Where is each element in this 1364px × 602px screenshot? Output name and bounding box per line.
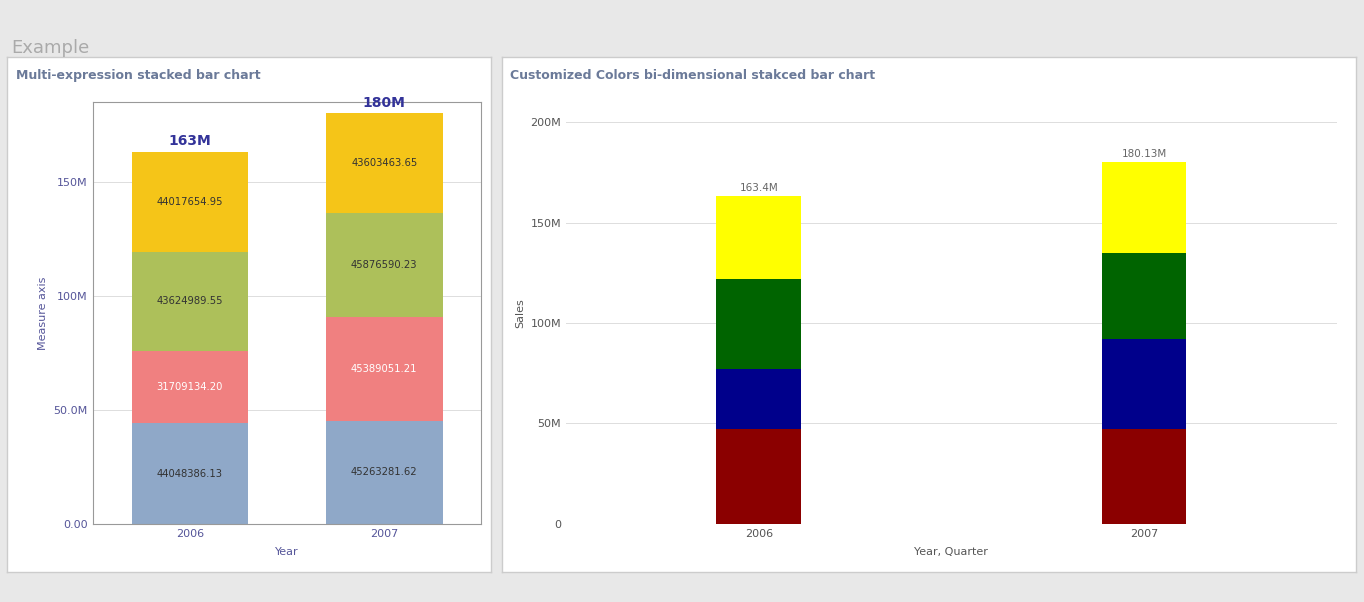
Bar	[1102, 253, 1187, 339]
Text: Customized Colors bi-dimensional stakced bar chart: Customized Colors bi-dimensional stakced…	[510, 69, 876, 82]
Text: 31709134.20: 31709134.20	[157, 382, 224, 393]
Bar	[132, 152, 248, 252]
Text: 43624989.55: 43624989.55	[157, 297, 224, 306]
Text: 180M: 180M	[363, 96, 405, 110]
Text: Multi-expression stacked bar chart: Multi-expression stacked bar chart	[16, 69, 261, 82]
Bar	[1102, 429, 1187, 524]
Bar	[716, 369, 801, 429]
Bar	[326, 317, 442, 421]
X-axis label: Year, Quarter: Year, Quarter	[914, 547, 989, 557]
Text: 163M: 163M	[169, 134, 211, 148]
Text: 163.4M: 163.4M	[739, 183, 777, 193]
Bar	[326, 213, 442, 317]
Bar	[132, 351, 248, 423]
Y-axis label: Measure axis: Measure axis	[38, 276, 48, 350]
Y-axis label: Sales: Sales	[514, 298, 525, 328]
Text: 44048386.13: 44048386.13	[157, 468, 222, 479]
Bar	[716, 429, 801, 524]
Bar	[132, 423, 248, 524]
Text: Example: Example	[11, 39, 89, 57]
Bar	[716, 279, 801, 369]
Bar	[1102, 339, 1187, 429]
Bar	[716, 196, 801, 279]
Bar	[132, 252, 248, 351]
Text: 45876590.23: 45876590.23	[351, 260, 417, 270]
Text: 44017654.95: 44017654.95	[157, 197, 224, 206]
Text: 180.13M: 180.13M	[1121, 149, 1166, 160]
Bar	[326, 421, 442, 524]
Bar	[1102, 163, 1187, 253]
Text: 43603463.65: 43603463.65	[351, 158, 417, 168]
X-axis label: Year: Year	[276, 547, 299, 557]
Bar	[326, 113, 442, 213]
Text: 45389051.21: 45389051.21	[351, 364, 417, 374]
Text: 45263281.62: 45263281.62	[351, 467, 417, 477]
